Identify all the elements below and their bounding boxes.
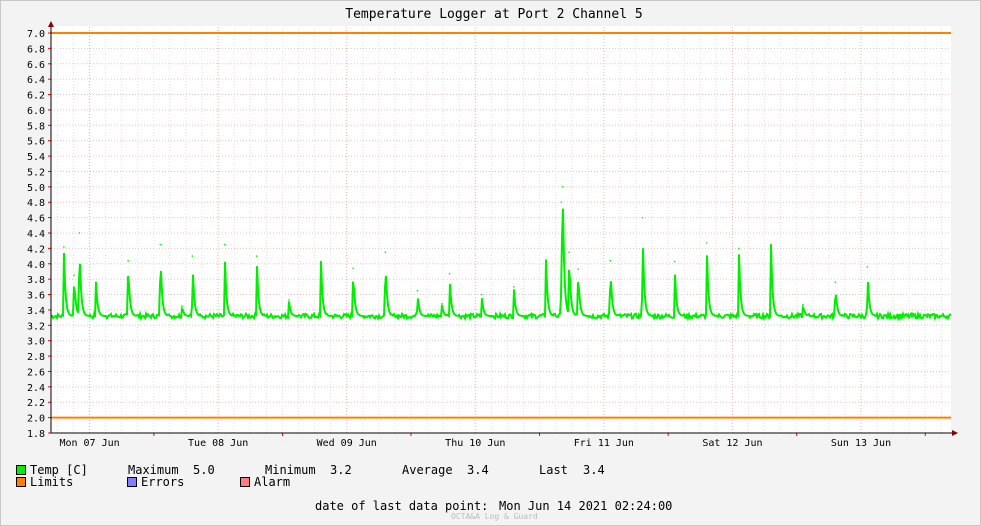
legend-limits-label: Limits [30,475,74,489]
data-point-peak [705,242,708,244]
y-tick-label: 5.6 [27,137,45,148]
legend-last-value: 3.4 [583,463,605,477]
legend-average-label: Average [402,463,453,477]
x-tick-label: Mon 07 Jun [59,438,119,449]
y-tick-label: 3.2 [27,321,45,332]
y-tick-label: 3.0 [27,337,45,348]
watermark: OCTA&A Log & Guard [451,512,538,521]
data-point-peak [513,286,515,288]
data-point-peak [223,243,226,246]
y-tick-label: 6.6 [27,60,45,71]
data-point-peak [320,260,322,263]
legend-minimum-value: 3.2 [330,463,352,477]
data-point-peak [352,267,354,270]
data-point-peak [560,201,563,204]
data-point-peak [288,299,290,301]
temp-swatch [16,465,26,475]
chart-title: Temperature Logger at Port 2 Channel 5 [345,7,642,22]
x-tick-label: Fri 11 Jun [574,438,634,449]
data-point-peak [191,255,194,257]
y-tick-label: 5.2 [27,167,45,178]
data-point-peak [866,266,869,268]
data-point-peak [738,247,740,250]
y-tick-label: 5.0 [27,183,45,194]
data-point-peak [802,303,804,306]
plot-area [51,26,951,434]
data-point-peak [834,281,837,284]
data-point-peak [568,251,570,254]
alarm-swatch [240,477,250,487]
data-point-peak [63,246,65,248]
legend-alarm-label: Alarm [254,475,291,489]
x-tick-label: Sun 13 Jun [831,438,891,449]
y-tick-label: 3.6 [27,291,45,302]
y-tick-label: 4.8 [27,198,45,209]
axis-layer [48,21,958,436]
x-tick-label: Tue 08 Jun [188,438,248,449]
data-point-peak [73,274,75,277]
y-tick-label: 2.4 [27,383,45,394]
legend-average-value: 3.4 [467,463,489,477]
y-tick-label: 6.2 [27,91,45,102]
y-tick-label: 2.0 [27,414,45,425]
data-point-peak [181,305,183,307]
y-tick-label: 5.8 [27,121,45,132]
data-point-peak [545,259,547,261]
legend-errors-label: Errors [141,475,185,489]
x-tick-label: Thu 10 Jun [445,438,505,449]
y-axis-arrow [48,21,54,27]
limit-layer [51,32,951,419]
legend-maximum-label: Maximum [128,463,179,477]
data-point-peak [673,260,676,263]
legend-minimum-label: Minimum [265,463,316,477]
y-tick-label: 6.8 [27,44,45,55]
legend-last-label: Last [539,463,568,477]
y-tick-label: 4.2 [27,244,45,255]
y-tick-label: 2.2 [27,398,45,409]
data-point-peak [78,232,81,234]
tick-layer: 1.8 2.0 2.2 2.4 2.6 2.8 3.0 3.2 3.4 3.6 3.8 4.0 4.2 4… [27,29,891,449]
y-tick-label: 5.4 [27,152,45,163]
data-point-peak [441,302,443,305]
x-axis-arrow [952,430,958,436]
y-tick-label: 2.6 [27,367,45,378]
data-point-peak [561,186,564,188]
data-point-peak [416,289,419,292]
data-point-peak [609,259,612,262]
y-tick-label: 4.0 [27,260,45,271]
legend-maximum-value: 5.0 [193,463,215,477]
data-point-peak [127,259,129,262]
last-data-point-label: date of last data point: [315,499,489,513]
last-data-point-value: Mon Jun 14 2021 02:24:00 [499,499,673,513]
data-point-peak [159,243,162,246]
series-line-temp [50,208,952,322]
data-point-peak [384,251,387,254]
data-point-peak [770,243,772,246]
data-point-peak [577,268,579,270]
y-tick-label: 3.4 [27,306,45,317]
legend-temp-label: Temp [C] [30,463,88,477]
x-tick-label: Wed 09 Jun [317,438,377,449]
y-tick-label: 1.8 [27,429,45,440]
y-tick-label: 3.8 [27,275,45,286]
y-tick-label: 4.4 [27,229,45,240]
x-tick-label: Sat 12 Jun [702,438,762,449]
data-point-peak [95,281,97,284]
data-point-peak [255,255,258,257]
data-point-peak [480,293,483,296]
y-tick-label: 7.0 [27,29,45,40]
errors-swatch [127,477,137,487]
limits-swatch [16,477,26,487]
data-point-peak [448,272,451,275]
y-tick-label: 2.8 [27,352,45,363]
y-tick-label: 4.6 [27,214,45,225]
series-layer [50,186,952,322]
y-tick-label: 6.0 [27,106,45,117]
y-tick-label: 6.4 [27,75,45,86]
data-point-peak [641,216,644,219]
